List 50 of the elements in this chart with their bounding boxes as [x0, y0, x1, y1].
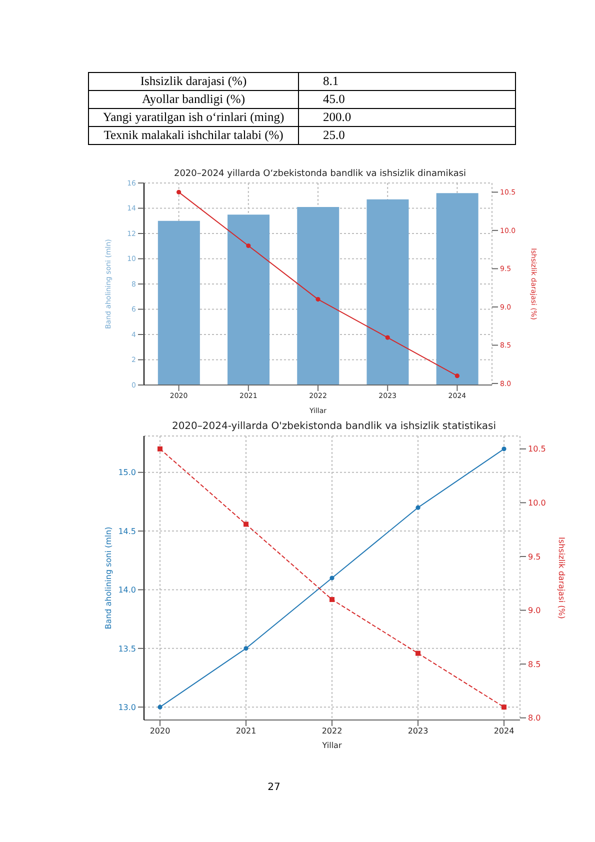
text: 8.1 [298, 72, 516, 90]
point [330, 597, 334, 602]
x-tick-label: 2020 [150, 726, 170, 736]
text: 27 [266, 782, 282, 793]
chart-title: 2020–2024-yillarda O'zbekistonda bandlik va ishsizlik statistikasi [170, 421, 498, 432]
bar [228, 214, 270, 385]
y2-tick-label: 9.0 [528, 606, 541, 616]
y2-tick-label: 10.5 [528, 444, 546, 454]
text: Ayollar bandligi (%) [88, 90, 298, 108]
bar [366, 199, 409, 385]
point [416, 505, 420, 510]
y-tick-label: 15.0 [118, 468, 136, 478]
y2-tick-label: 10.0 [528, 498, 546, 508]
point [246, 243, 251, 248]
point [454, 374, 460, 378]
y2-tick-label: 8.0 [528, 714, 541, 723]
chart-title: 2020–2024 yillarda O‘zbekistonda bandlik va ishsizlik dinamikasi [172, 169, 468, 179]
y2-tick-label: 9.5 [528, 552, 541, 562]
point [176, 190, 182, 194]
y-tick-label: 14.5 [118, 526, 136, 536]
x-tick-label: 2023 [408, 726, 428, 736]
text: Yangi yaratilgan ish o‘rinlari (ming) [88, 108, 298, 126]
x-tick-label: 2021 [236, 726, 256, 736]
text: Texnik malakali ishchilar talabi (%) [88, 126, 298, 144]
point [385, 335, 390, 340]
y-tick-label: 14.0 [118, 586, 136, 595]
y2-tick-label: 8.5 [528, 660, 541, 669]
text: Ishsizlik darajasi (%) [88, 72, 298, 90]
text: 25.0 [298, 126, 516, 144]
bar [436, 193, 478, 385]
point [158, 704, 162, 710]
x-tick-label: 2022 [322, 726, 342, 736]
text: 200.0 [298, 108, 516, 126]
point [244, 522, 248, 527]
point [416, 650, 420, 656]
bar [158, 220, 200, 385]
point [330, 576, 334, 580]
y-tick-label: 13.5 [118, 644, 136, 654]
point [502, 446, 506, 452]
x-axis-title: Yillar [321, 741, 342, 750]
text: 45.0 [298, 90, 516, 108]
point [502, 704, 506, 710]
point [244, 646, 248, 651]
point [316, 297, 320, 302]
x-tick-label: 2024 [494, 726, 514, 736]
y-tick-label: 13.0 [118, 702, 136, 712]
y2-axis-title: Ishsizlik darajasi (%) [557, 537, 566, 619]
bar [297, 206, 340, 385]
y-axis-title: Band aholining soni (mln) [104, 526, 113, 630]
point [158, 446, 162, 452]
